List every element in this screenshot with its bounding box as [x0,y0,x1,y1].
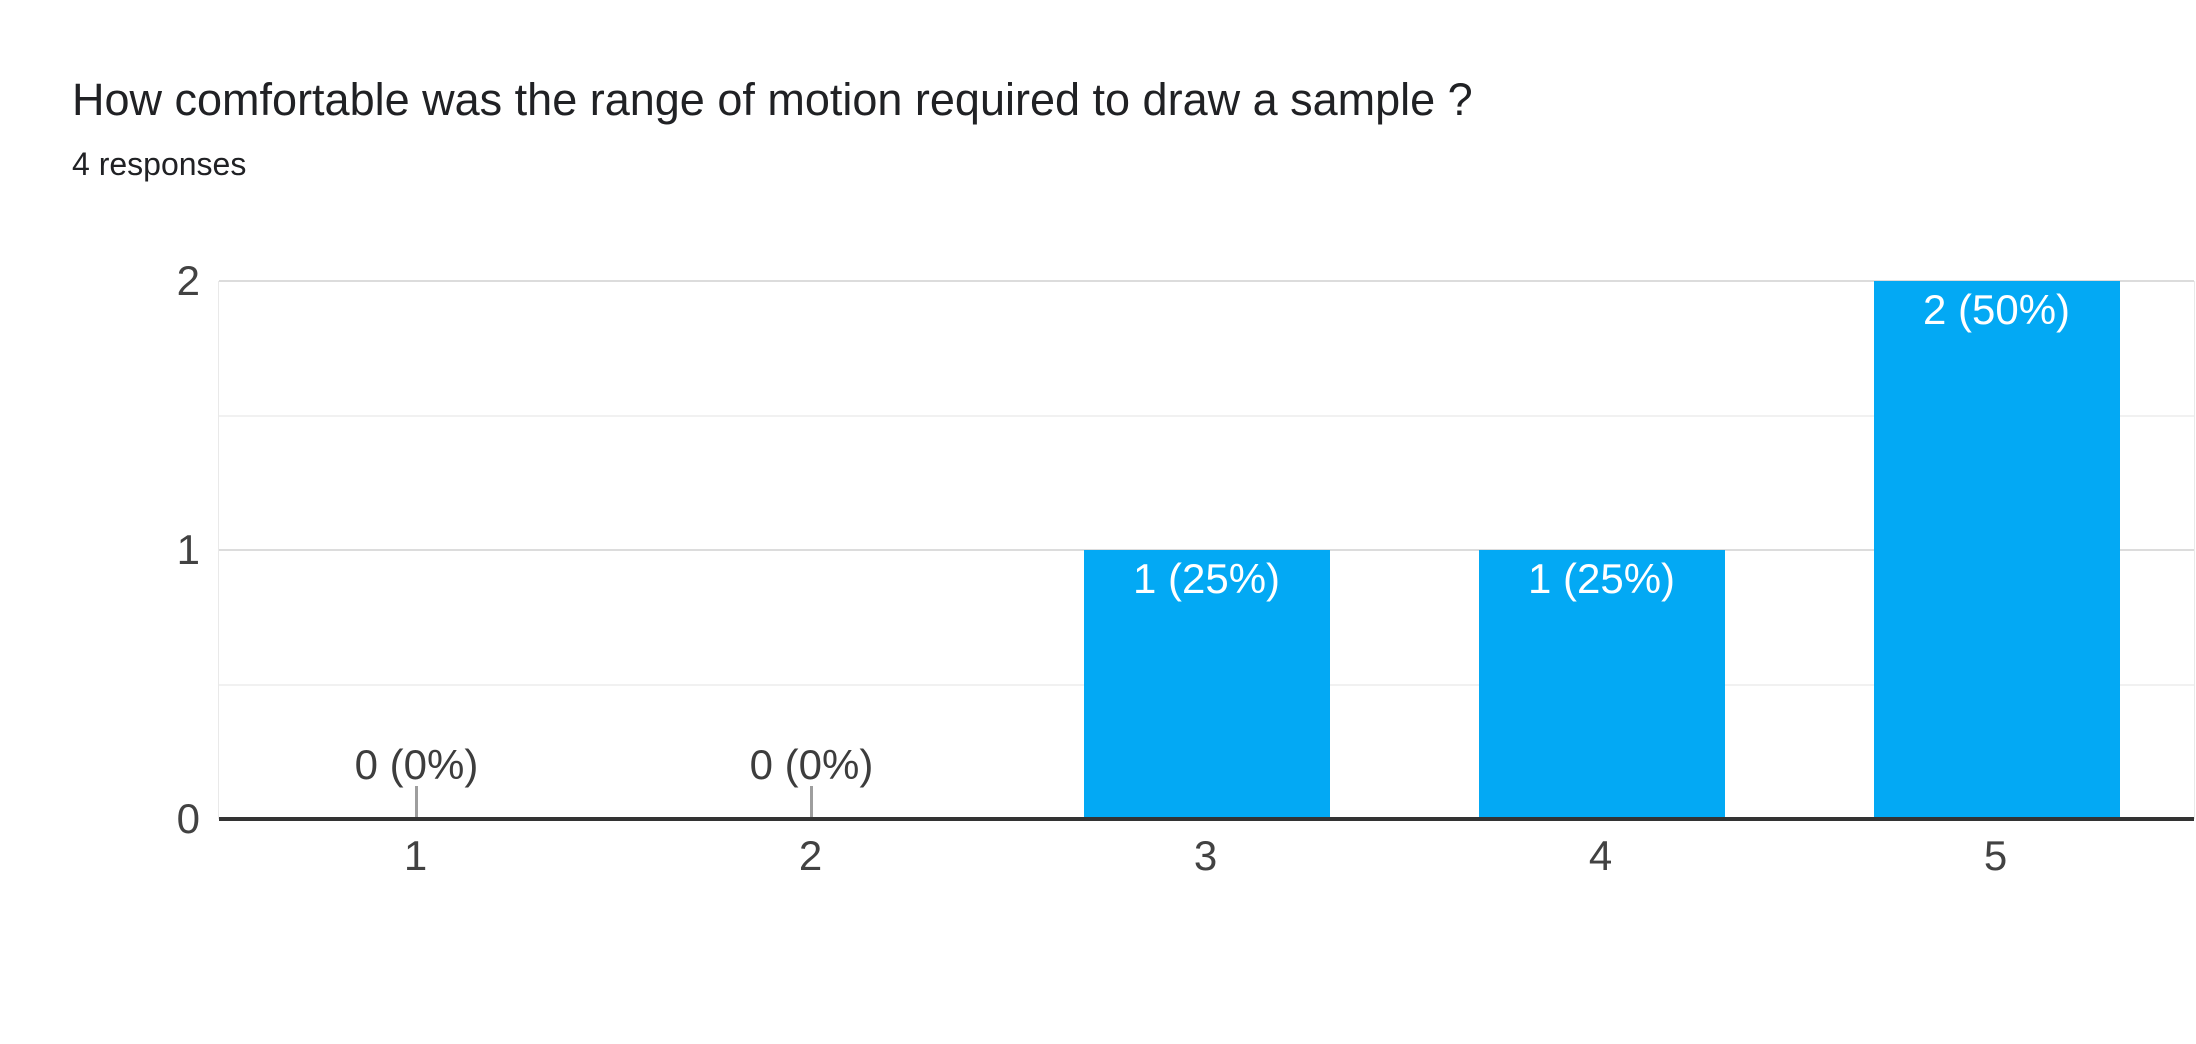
zero-tick-stem [415,786,418,817]
bar-value-label: 2 (50%) [1922,286,2071,333]
bar-value-label: 1 (25%) [1132,555,1281,602]
plot-area: 0 (0%) 0 (0%) 1 (25%) 1 (25%) 2 (50%) [218,280,2195,821]
y-tick-label: 2 [176,257,200,304]
bar-value-label: 1 (25%) [1527,555,1676,602]
axis-baseline [219,817,2194,821]
question-title: How comfortable was the range of motion … [72,74,1473,125]
x-tick-label: 2 [798,832,823,879]
bar[interactable] [1083,550,1330,819]
y-tick-label: 0 [176,795,200,842]
gridline [219,280,2194,282]
x-tick-label: 5 [1983,832,2008,879]
bar[interactable] [1873,281,2120,819]
response-count: 4 responses [72,146,247,182]
bar[interactable] [1478,550,1725,819]
gridline-minor [219,414,2194,417]
x-tick-label: 1 [403,832,428,879]
zero-value-label: 0 (0%) [354,741,479,788]
x-tick-label: 4 [1588,832,1613,879]
x-tick-label: 3 [1193,832,1218,879]
zero-value-label: 0 (0%) [749,741,874,788]
y-tick-label: 1 [176,526,200,573]
zero-tick-stem [810,786,813,817]
